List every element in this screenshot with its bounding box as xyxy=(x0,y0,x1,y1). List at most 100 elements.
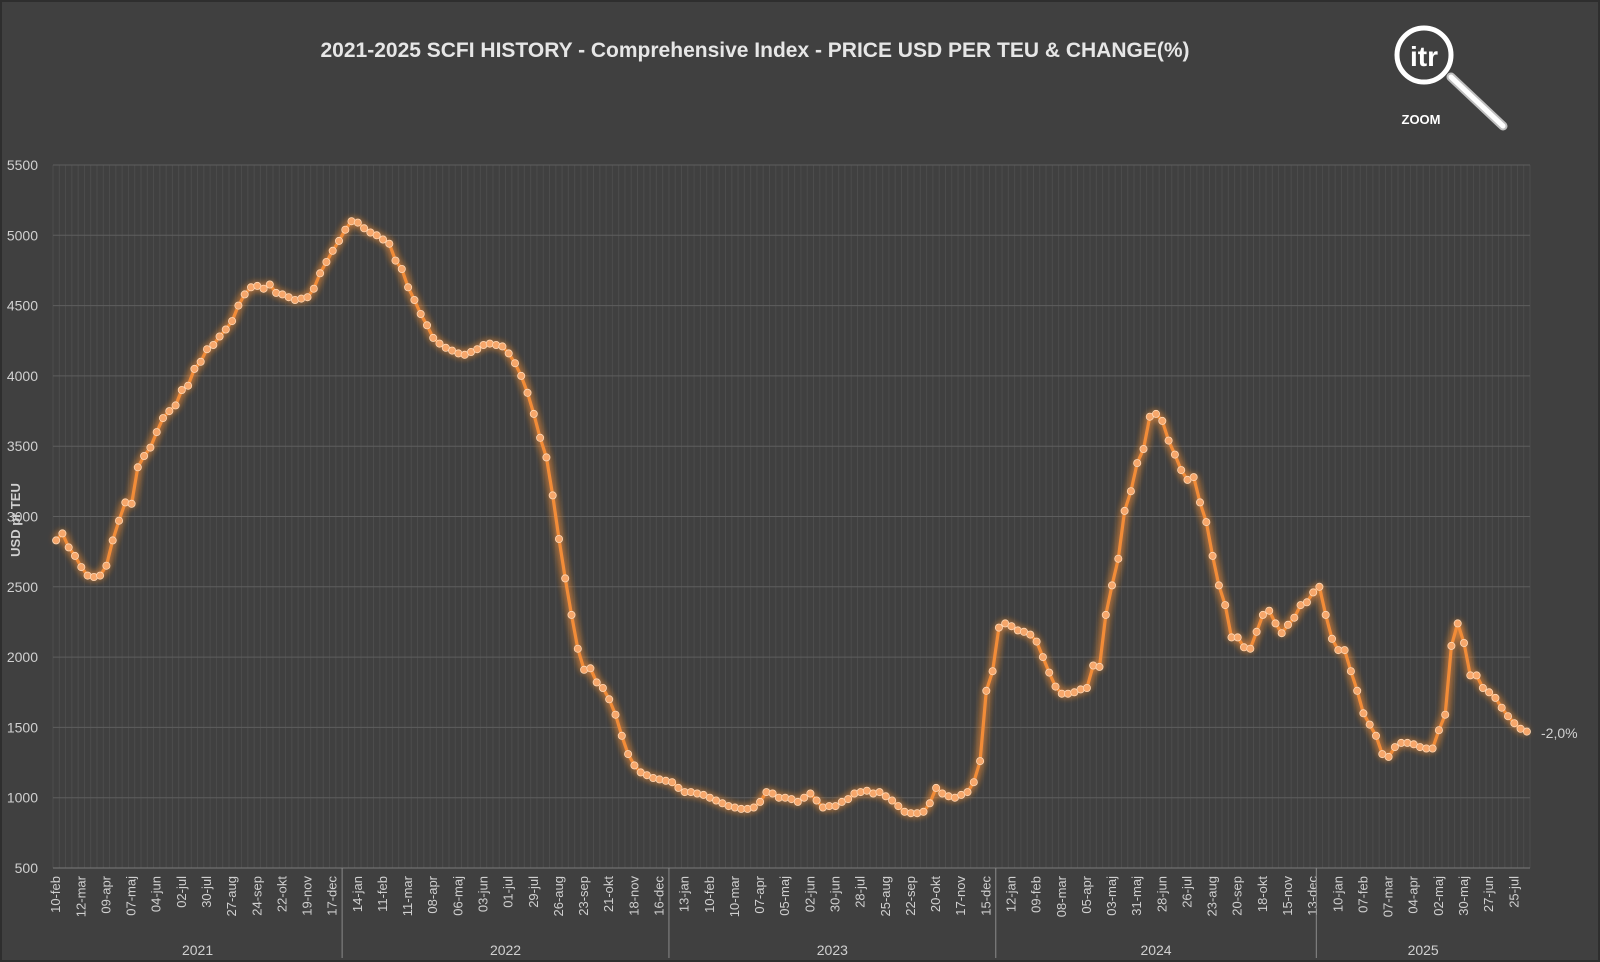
data-point xyxy=(812,796,821,805)
x-tick-label: 23-aug xyxy=(1205,876,1220,916)
x-tick-label: 28-jul xyxy=(853,876,868,908)
y-tick-label: 3500 xyxy=(7,438,38,454)
data-point xyxy=(71,551,80,560)
data-point xyxy=(504,349,513,358)
data-point xyxy=(133,463,142,472)
x-tick-label: 29-jul xyxy=(526,876,541,908)
data-point xyxy=(586,664,595,673)
data-point xyxy=(473,345,482,354)
data-point xyxy=(567,610,576,619)
y-tick-label: 1500 xyxy=(7,719,38,735)
data-point xyxy=(561,574,570,583)
x-tick-label: 25-aug xyxy=(878,876,893,916)
x-tick-label: 26-jul xyxy=(1179,876,1194,908)
x-tick-label: 17-dec xyxy=(325,876,340,916)
data-point xyxy=(77,563,86,572)
data-point xyxy=(1434,726,1443,735)
data-point xyxy=(1038,653,1047,662)
year-label: 2023 xyxy=(817,942,848,958)
data-point xyxy=(605,695,614,704)
x-tick-label: 15-nov xyxy=(1280,876,1295,916)
data-point xyxy=(1158,416,1167,425)
data-point xyxy=(190,364,199,373)
data-point xyxy=(510,359,519,368)
data-point xyxy=(624,750,633,759)
data-point xyxy=(1453,619,1462,628)
x-tick-label: 15-dec xyxy=(978,876,993,916)
data-point xyxy=(1497,703,1506,712)
data-point xyxy=(1510,719,1519,728)
x-tick-label: 10-jan xyxy=(1330,876,1345,912)
data-point xyxy=(1114,554,1123,563)
end-change-label: -2,0% xyxy=(1541,725,1578,741)
data-point xyxy=(1384,752,1393,761)
data-point xyxy=(536,433,545,442)
data-point xyxy=(1302,598,1311,607)
data-point xyxy=(240,290,249,299)
data-point xyxy=(209,340,218,349)
x-tick-label: 21-okt xyxy=(601,876,616,913)
data-point xyxy=(96,571,105,580)
data-point xyxy=(1522,727,1531,736)
x-tick-label: 13-dec xyxy=(1305,876,1320,916)
data-point xyxy=(1221,601,1230,610)
data-point xyxy=(140,451,149,460)
data-point xyxy=(1478,684,1487,693)
data-point xyxy=(498,342,507,351)
data-point xyxy=(1095,662,1104,671)
x-tick-label: 12-jan xyxy=(1003,876,1018,912)
data-point xyxy=(127,499,136,508)
data-point xyxy=(303,293,312,302)
data-point xyxy=(668,778,677,787)
data-point xyxy=(171,401,180,410)
data-point xyxy=(982,686,991,695)
x-tick-label: 04-jun xyxy=(149,876,164,912)
data-point xyxy=(397,264,406,273)
data-point xyxy=(1504,712,1513,721)
x-tick-label: 07-apr xyxy=(752,875,767,913)
x-tick-label: 14-jan xyxy=(350,876,365,912)
y-tick-label: 5500 xyxy=(7,157,38,173)
y-tick-label: 4500 xyxy=(7,298,38,314)
x-tick-label: 01-jul xyxy=(501,876,516,908)
x-tick-label: 25-jul xyxy=(1506,876,1521,908)
data-point xyxy=(963,788,972,797)
data-point xyxy=(1082,684,1091,693)
data-point xyxy=(1328,634,1337,643)
data-point xyxy=(234,301,243,310)
data-point xyxy=(334,236,343,245)
x-tick-label: 26-aug xyxy=(551,876,566,916)
data-point xyxy=(806,789,815,798)
data-point xyxy=(221,325,230,334)
chart-title: 2021-2025 SCFI HISTORY - Comprehensive I… xyxy=(321,39,1190,62)
x-tick-label: 22-sep xyxy=(903,876,918,916)
data-point xyxy=(1152,409,1161,418)
data-point xyxy=(542,453,551,462)
data-point xyxy=(341,225,350,234)
data-point xyxy=(52,536,61,545)
y-axis-label: USD pr TEU xyxy=(8,483,23,557)
data-point xyxy=(309,284,318,293)
data-point xyxy=(184,381,193,390)
x-axis-ticks: 10-feb 12-mar 09-apr 07-maj 04-jun 02-jul 30-j… xyxy=(48,875,1521,917)
data-point xyxy=(202,345,211,354)
x-tick-label: 27-aug xyxy=(224,876,239,916)
data-point xyxy=(1491,693,1500,702)
data-point xyxy=(888,796,897,805)
logo-caption: ZOOM xyxy=(1402,112,1441,127)
data-point xyxy=(548,491,557,500)
data-point xyxy=(1372,731,1381,740)
x-tick-label: 03-jun xyxy=(476,876,491,912)
x-tick-label: 02-jul xyxy=(174,876,189,908)
data-point xyxy=(976,757,985,766)
data-point xyxy=(1170,450,1179,459)
data-point xyxy=(611,710,620,719)
data-point xyxy=(1126,487,1135,496)
data-point xyxy=(385,239,394,248)
data-point xyxy=(1101,610,1110,619)
data-point xyxy=(115,516,124,525)
x-tick-label: 07-feb xyxy=(1355,876,1370,913)
x-tick-label: 05-maj xyxy=(777,876,792,916)
x-tick-label: 03-maj xyxy=(1104,876,1119,916)
